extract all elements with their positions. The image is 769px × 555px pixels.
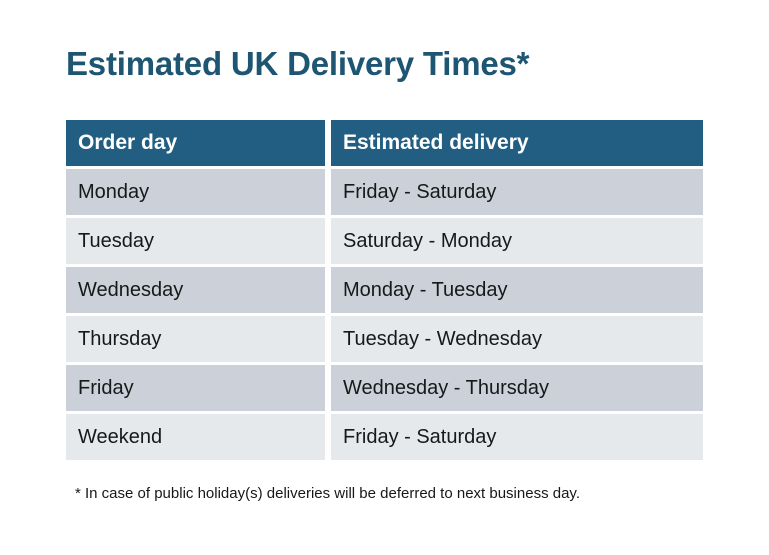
cell-order-day: Friday xyxy=(66,365,325,411)
cell-order-day: Thursday xyxy=(66,316,325,362)
cell-order-day: Weekend xyxy=(66,414,325,460)
cell-order-day: Tuesday xyxy=(66,218,325,264)
cell-estimated-delivery: Friday - Saturday xyxy=(331,169,703,215)
cell-order-day: Monday xyxy=(66,169,325,215)
table-row: Tuesday Saturday - Monday xyxy=(66,218,703,264)
cell-order-day: Wednesday xyxy=(66,267,325,313)
cell-estimated-delivery: Saturday - Monday xyxy=(331,218,703,264)
footnote-text: * In case of public holiday(s) deliverie… xyxy=(75,485,580,502)
delivery-times-table: Order day Estimated delivery Monday Frid… xyxy=(66,120,703,460)
table-header-row: Order day Estimated delivery xyxy=(66,120,703,166)
table-row: Thursday Tuesday - Wednesday xyxy=(66,316,703,362)
table-row: Weekend Friday - Saturday xyxy=(66,414,703,460)
table-row: Monday Friday - Saturday xyxy=(66,169,703,215)
cell-estimated-delivery: Friday - Saturday xyxy=(331,414,703,460)
table-row: Friday Wednesday - Thursday xyxy=(66,365,703,411)
cell-estimated-delivery: Wednesday - Thursday xyxy=(331,365,703,411)
column-header-estimated-delivery: Estimated delivery xyxy=(331,120,703,166)
page-title: Estimated UK Delivery Times* xyxy=(66,45,530,82)
cell-estimated-delivery: Monday - Tuesday xyxy=(331,267,703,313)
cell-estimated-delivery: Tuesday - Wednesday xyxy=(331,316,703,362)
table-row: Wednesday Monday - Tuesday xyxy=(66,267,703,313)
column-header-order-day: Order day xyxy=(66,120,325,166)
